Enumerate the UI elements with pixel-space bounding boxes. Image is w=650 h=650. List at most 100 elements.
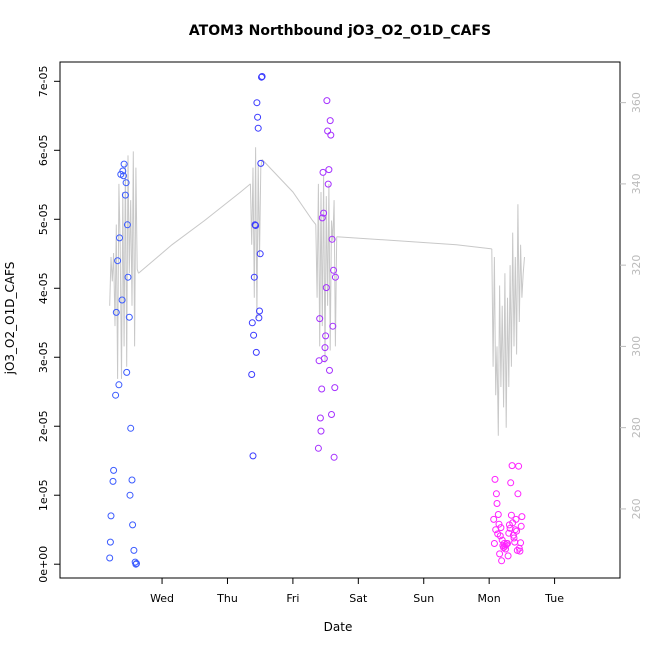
data-point bbox=[322, 284, 330, 292]
data-point bbox=[129, 521, 137, 529]
data-point bbox=[250, 331, 258, 339]
data-point bbox=[248, 371, 256, 378]
y-tick-label: 5e-05 bbox=[37, 203, 50, 235]
data-point bbox=[493, 500, 501, 507]
y-tick-label: 4e-05 bbox=[37, 272, 50, 304]
data-point bbox=[258, 73, 266, 80]
data-point bbox=[107, 512, 115, 520]
y-tick-label: 2e-05 bbox=[37, 410, 50, 442]
data-point bbox=[322, 332, 330, 340]
data-point bbox=[318, 385, 326, 393]
y-tick-label: 7e-05 bbox=[37, 65, 50, 97]
data-point bbox=[511, 526, 519, 534]
x-axis-label: Date bbox=[324, 620, 353, 634]
data-point bbox=[514, 490, 522, 498]
data-point bbox=[256, 307, 263, 315]
data-point bbox=[255, 314, 263, 322]
data-point bbox=[122, 179, 130, 187]
y-tick-label: 0e+00 bbox=[37, 546, 50, 583]
data-point bbox=[252, 348, 260, 356]
points-layer bbox=[106, 73, 526, 568]
data-point bbox=[504, 552, 512, 560]
data-point bbox=[320, 355, 328, 363]
data-point bbox=[252, 222, 260, 229]
plot-frame bbox=[59, 61, 621, 579]
x-tick-label: Sat bbox=[349, 592, 368, 605]
data-point bbox=[327, 131, 335, 139]
data-point bbox=[120, 160, 128, 168]
data-point bbox=[496, 532, 504, 540]
data-point bbox=[253, 99, 261, 107]
data-point bbox=[112, 391, 120, 399]
y2-tick-label: 320 bbox=[630, 255, 643, 276]
data-point bbox=[106, 554, 114, 562]
data-point bbox=[510, 534, 518, 542]
data-point bbox=[250, 273, 258, 281]
data-point bbox=[126, 491, 134, 499]
data-point bbox=[517, 522, 525, 530]
data-point bbox=[506, 524, 514, 532]
chart-title: ATOM3 Northbound jO3_O2_O1D_CAFS bbox=[189, 23, 491, 39]
data-point bbox=[511, 538, 519, 546]
data-point bbox=[513, 527, 521, 535]
data-point bbox=[254, 113, 262, 121]
data-point bbox=[323, 97, 331, 105]
data-point bbox=[326, 117, 334, 125]
y-tick-label: 6e-05 bbox=[37, 134, 50, 166]
data-point bbox=[118, 296, 126, 304]
data-point bbox=[116, 234, 123, 242]
x-tick-label: Thu bbox=[216, 592, 238, 605]
data-point bbox=[496, 550, 504, 558]
data-point bbox=[331, 384, 339, 392]
data-point bbox=[517, 539, 525, 547]
line-segment-5 bbox=[336, 236, 492, 250]
data-point bbox=[490, 515, 498, 523]
data-point bbox=[492, 490, 500, 498]
data-point bbox=[505, 529, 513, 537]
data-point bbox=[106, 538, 114, 546]
data-point bbox=[328, 235, 336, 243]
x-tick-label: Mon bbox=[478, 592, 501, 605]
data-point bbox=[123, 221, 131, 229]
data-point bbox=[124, 273, 132, 281]
data-point bbox=[133, 560, 140, 567]
data-point bbox=[132, 560, 140, 568]
data-point bbox=[330, 453, 338, 461]
data-point bbox=[257, 159, 265, 167]
data-point bbox=[130, 546, 138, 554]
data-point bbox=[119, 167, 127, 175]
data-point bbox=[110, 466, 118, 474]
x-tick-label: Wed bbox=[150, 592, 174, 605]
data-point bbox=[123, 368, 131, 376]
line-series-layer bbox=[109, 147, 525, 436]
data-point bbox=[512, 515, 520, 523]
data-point bbox=[495, 520, 503, 528]
data-point bbox=[516, 547, 524, 555]
data-point bbox=[115, 381, 123, 389]
data-point bbox=[329, 322, 337, 330]
data-point bbox=[120, 172, 127, 180]
data-point bbox=[497, 524, 505, 532]
line-segment-0 bbox=[109, 151, 139, 379]
x-tick-label: Fri bbox=[286, 592, 299, 605]
data-point bbox=[490, 540, 498, 547]
data-point bbox=[248, 319, 256, 327]
data-point bbox=[518, 513, 526, 521]
data-point bbox=[331, 273, 339, 281]
data-point bbox=[258, 73, 265, 81]
data-point bbox=[324, 180, 332, 188]
line-segment-2 bbox=[249, 147, 263, 319]
data-point bbox=[128, 476, 136, 484]
data-point bbox=[256, 250, 264, 258]
data-point bbox=[125, 313, 133, 321]
x-tick-label: Sun bbox=[413, 592, 434, 605]
data-point bbox=[317, 427, 325, 435]
data-point bbox=[319, 168, 327, 176]
data-point bbox=[109, 477, 117, 485]
data-point bbox=[498, 557, 506, 565]
y-tick-label: 3e-05 bbox=[37, 341, 50, 373]
data-point bbox=[515, 462, 523, 470]
data-point bbox=[121, 191, 129, 199]
data-point bbox=[251, 221, 259, 229]
